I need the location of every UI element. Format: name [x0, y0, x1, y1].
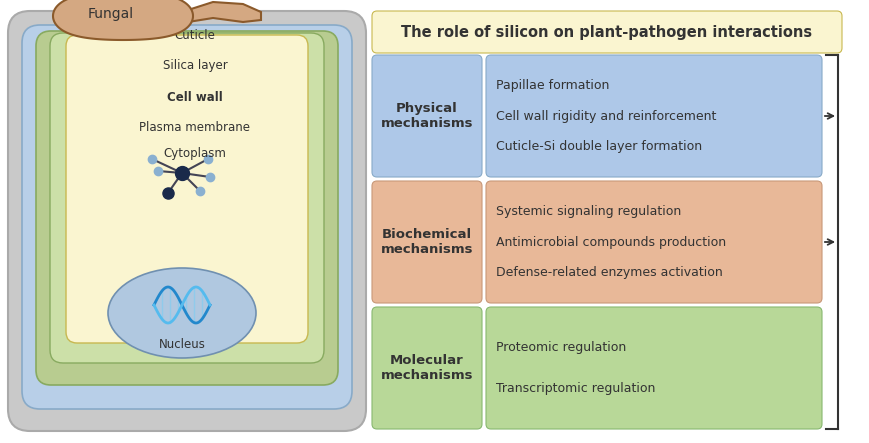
Text: Antimicrobial compounds production: Antimicrobial compounds production	[495, 236, 726, 249]
Text: Cuticle-Si double layer formation: Cuticle-Si double layer formation	[495, 140, 701, 153]
FancyBboxPatch shape	[486, 181, 821, 303]
Text: The role of silicon on plant-pathogen interactions: The role of silicon on plant-pathogen in…	[401, 24, 812, 39]
Text: Silica layer: Silica layer	[163, 58, 227, 71]
Text: Cuticle: Cuticle	[175, 28, 216, 42]
FancyBboxPatch shape	[486, 55, 821, 177]
Text: Plasma membrane: Plasma membrane	[139, 120, 250, 133]
Text: Molecular
mechanisms: Molecular mechanisms	[381, 354, 473, 382]
FancyBboxPatch shape	[372, 307, 481, 429]
Text: Papillae formation: Papillae formation	[495, 79, 608, 92]
Text: Cell wall: Cell wall	[167, 90, 222, 104]
Text: Systemic signaling regulation: Systemic signaling regulation	[495, 205, 680, 218]
Text: Cell wall rigidity and reinforcement: Cell wall rigidity and reinforcement	[495, 109, 715, 123]
FancyBboxPatch shape	[372, 11, 841, 53]
FancyBboxPatch shape	[22, 25, 352, 409]
Text: Transcriptomic regulation: Transcriptomic regulation	[495, 382, 654, 395]
Ellipse shape	[108, 268, 255, 358]
Text: Cytoplasm: Cytoplasm	[163, 147, 226, 159]
Polygon shape	[53, 0, 193, 40]
Text: Defense-related enzymes activation: Defense-related enzymes activation	[495, 266, 722, 279]
FancyBboxPatch shape	[8, 11, 366, 431]
FancyBboxPatch shape	[486, 307, 821, 429]
Polygon shape	[188, 2, 261, 22]
FancyBboxPatch shape	[36, 31, 338, 385]
FancyBboxPatch shape	[372, 55, 481, 177]
Text: Proteomic regulation: Proteomic regulation	[495, 341, 626, 354]
FancyBboxPatch shape	[372, 181, 481, 303]
FancyBboxPatch shape	[66, 35, 308, 343]
Text: Biochemical
mechanisms: Biochemical mechanisms	[381, 228, 473, 256]
Text: Nucleus: Nucleus	[158, 338, 205, 351]
Text: Fungal: Fungal	[88, 7, 134, 21]
Text: Physical
mechanisms: Physical mechanisms	[381, 102, 473, 130]
FancyBboxPatch shape	[50, 33, 323, 363]
